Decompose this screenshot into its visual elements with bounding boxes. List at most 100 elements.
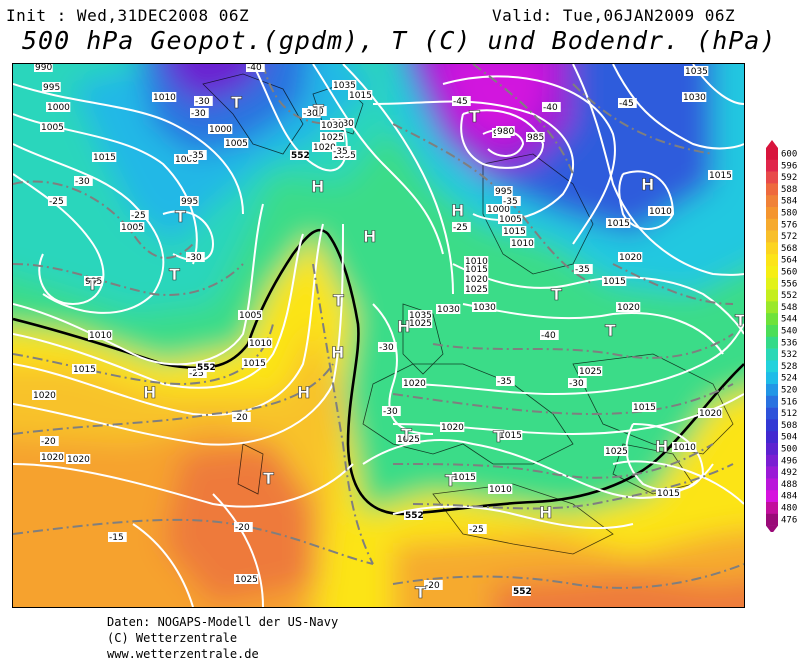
isobar-label-bg <box>92 152 117 162</box>
temperature-label-bg <box>246 64 265 72</box>
legend-swatch <box>766 313 778 326</box>
pressure-center-marker: H <box>143 383 156 402</box>
legend-arrow-bottom <box>766 525 778 534</box>
temperature-label: -35 <box>503 197 518 207</box>
isobar-label-bg <box>174 154 199 164</box>
isobar-label-bg <box>604 446 629 456</box>
legend-swatch <box>766 407 778 420</box>
pressure-center-marker: T <box>401 425 412 444</box>
temperature-label-bg <box>40 436 59 446</box>
legend-swatch <box>766 490 778 503</box>
pressure-center-marker: T <box>175 207 186 226</box>
isobar-label-bg <box>248 338 273 348</box>
legend-swatch <box>766 360 778 373</box>
isobar-label: 1020 <box>699 409 722 419</box>
temperature-label-bg <box>542 102 561 112</box>
isobar-label: 1010 <box>489 485 512 495</box>
legend-swatch <box>766 289 778 302</box>
isobar-label: 1025 <box>397 435 420 445</box>
pressure-center-marker: T <box>469 107 480 126</box>
temperature-label-bg <box>618 98 637 108</box>
temperature-label-bg <box>574 264 593 274</box>
geopotential-label: 552 <box>513 587 532 597</box>
legend-label: 508 <box>781 421 797 431</box>
temperature-labels: -30 -25 -30 -35 -30 -25 -30 -20 -15 -20 -25 -20 -30 -… <box>40 64 637 591</box>
valid-time: Valid: Tue,06JAN2009 06Z <box>492 6 736 25</box>
pressure-center-marker: T <box>313 101 324 120</box>
temperature-label: -25 <box>453 223 468 233</box>
legend-swatch <box>766 372 778 385</box>
credits-copyright: (C) Wetterzentrale <box>107 631 238 645</box>
temperature-label-bg <box>540 330 559 340</box>
isobar-label: 1000 <box>487 205 510 215</box>
legend-label: 480 <box>781 504 797 514</box>
isobar-label-bg <box>84 276 103 286</box>
pressure-center-marker: T <box>735 311 744 330</box>
temperature-label: -25 <box>131 211 146 221</box>
geopotential-field <box>13 64 744 607</box>
pressure-center-marker: H <box>331 343 344 362</box>
legend-label: 532 <box>781 350 797 360</box>
pressure-center-marker: T <box>445 471 456 490</box>
geopotential-label-bg <box>290 150 309 160</box>
isobar-label-bg <box>396 434 421 444</box>
isobar-label: 1015 <box>633 403 656 413</box>
isobar-label: 1020 <box>33 391 56 401</box>
isobar-label-bg <box>682 92 707 102</box>
isobar-label: 1020 <box>617 303 640 313</box>
isobar-label: 1015 <box>453 473 476 483</box>
isobar-label: 1030 <box>321 121 344 131</box>
legend-label: 524 <box>781 374 797 384</box>
legend-swatch <box>766 277 778 290</box>
temperature-label: -15 <box>109 533 124 543</box>
pressure-center-marker: T <box>231 93 242 112</box>
legend-label: 596 <box>781 161 797 171</box>
isobar-label-bg <box>602 276 627 286</box>
legend-swatch <box>766 266 778 279</box>
legend-label: 536 <box>781 338 797 348</box>
pressure-centers: T T T T H T H H T T T H H H H T T T T T H H H T T <box>87 93 744 603</box>
legend-label: 504 <box>781 433 797 443</box>
isobar-label-bg <box>606 218 631 228</box>
isobar-label: 1025 <box>605 447 628 457</box>
temperature-label: -30 <box>75 177 90 187</box>
legend-label: 548 <box>781 303 797 313</box>
pressure-center-marker: T <box>169 265 180 284</box>
isobar-label: 995 <box>85 277 102 287</box>
isobar-label-bg <box>452 472 477 482</box>
legend-label: 564 <box>781 256 797 266</box>
temperature-label: -30 <box>569 379 584 389</box>
isobar-label: 1010 <box>465 257 488 267</box>
legend-swatch <box>766 443 778 456</box>
geopotential-labels: 552 552 552 552 <box>196 150 532 597</box>
isobar-label: 1035 <box>409 311 432 321</box>
pressure-center-marker: H <box>655 437 668 456</box>
legend-swatch <box>766 454 778 467</box>
temperature-label-bg <box>502 196 521 206</box>
isobar-label-bg <box>632 402 657 412</box>
isobar-label: 1000 <box>175 155 198 165</box>
temperature-label: -45 <box>619 99 634 109</box>
temperature-label-bg <box>382 406 401 416</box>
temperature-label-bg <box>452 96 471 106</box>
isobar-label-bg <box>34 64 53 72</box>
geopotential-label: 552 <box>291 151 310 161</box>
legend-label: 588 <box>781 185 797 195</box>
isobar-label-bg <box>32 390 57 400</box>
isobar-label-bg <box>494 186 513 196</box>
temperature-label: -35 <box>333 147 348 157</box>
isobar-label-bg <box>238 310 263 320</box>
pressure-center-marker: H <box>397 317 410 336</box>
temperature-label: -20 <box>235 523 250 533</box>
isobar-label: 1015 <box>349 91 372 101</box>
geopotential-label: 552 <box>405 511 424 521</box>
geopotential-label-bg <box>404 510 423 520</box>
pressure-center-marker: T <box>551 285 562 304</box>
isobar-label-bg <box>408 318 433 328</box>
temperature-label-bg <box>496 376 515 386</box>
legend-swatch <box>766 301 778 314</box>
temperature-label: -30 <box>191 109 206 119</box>
credits-data-source: Daten: NOGAPS-Modell der US-Navy <box>107 615 339 629</box>
legend-label: 512 <box>781 409 797 419</box>
